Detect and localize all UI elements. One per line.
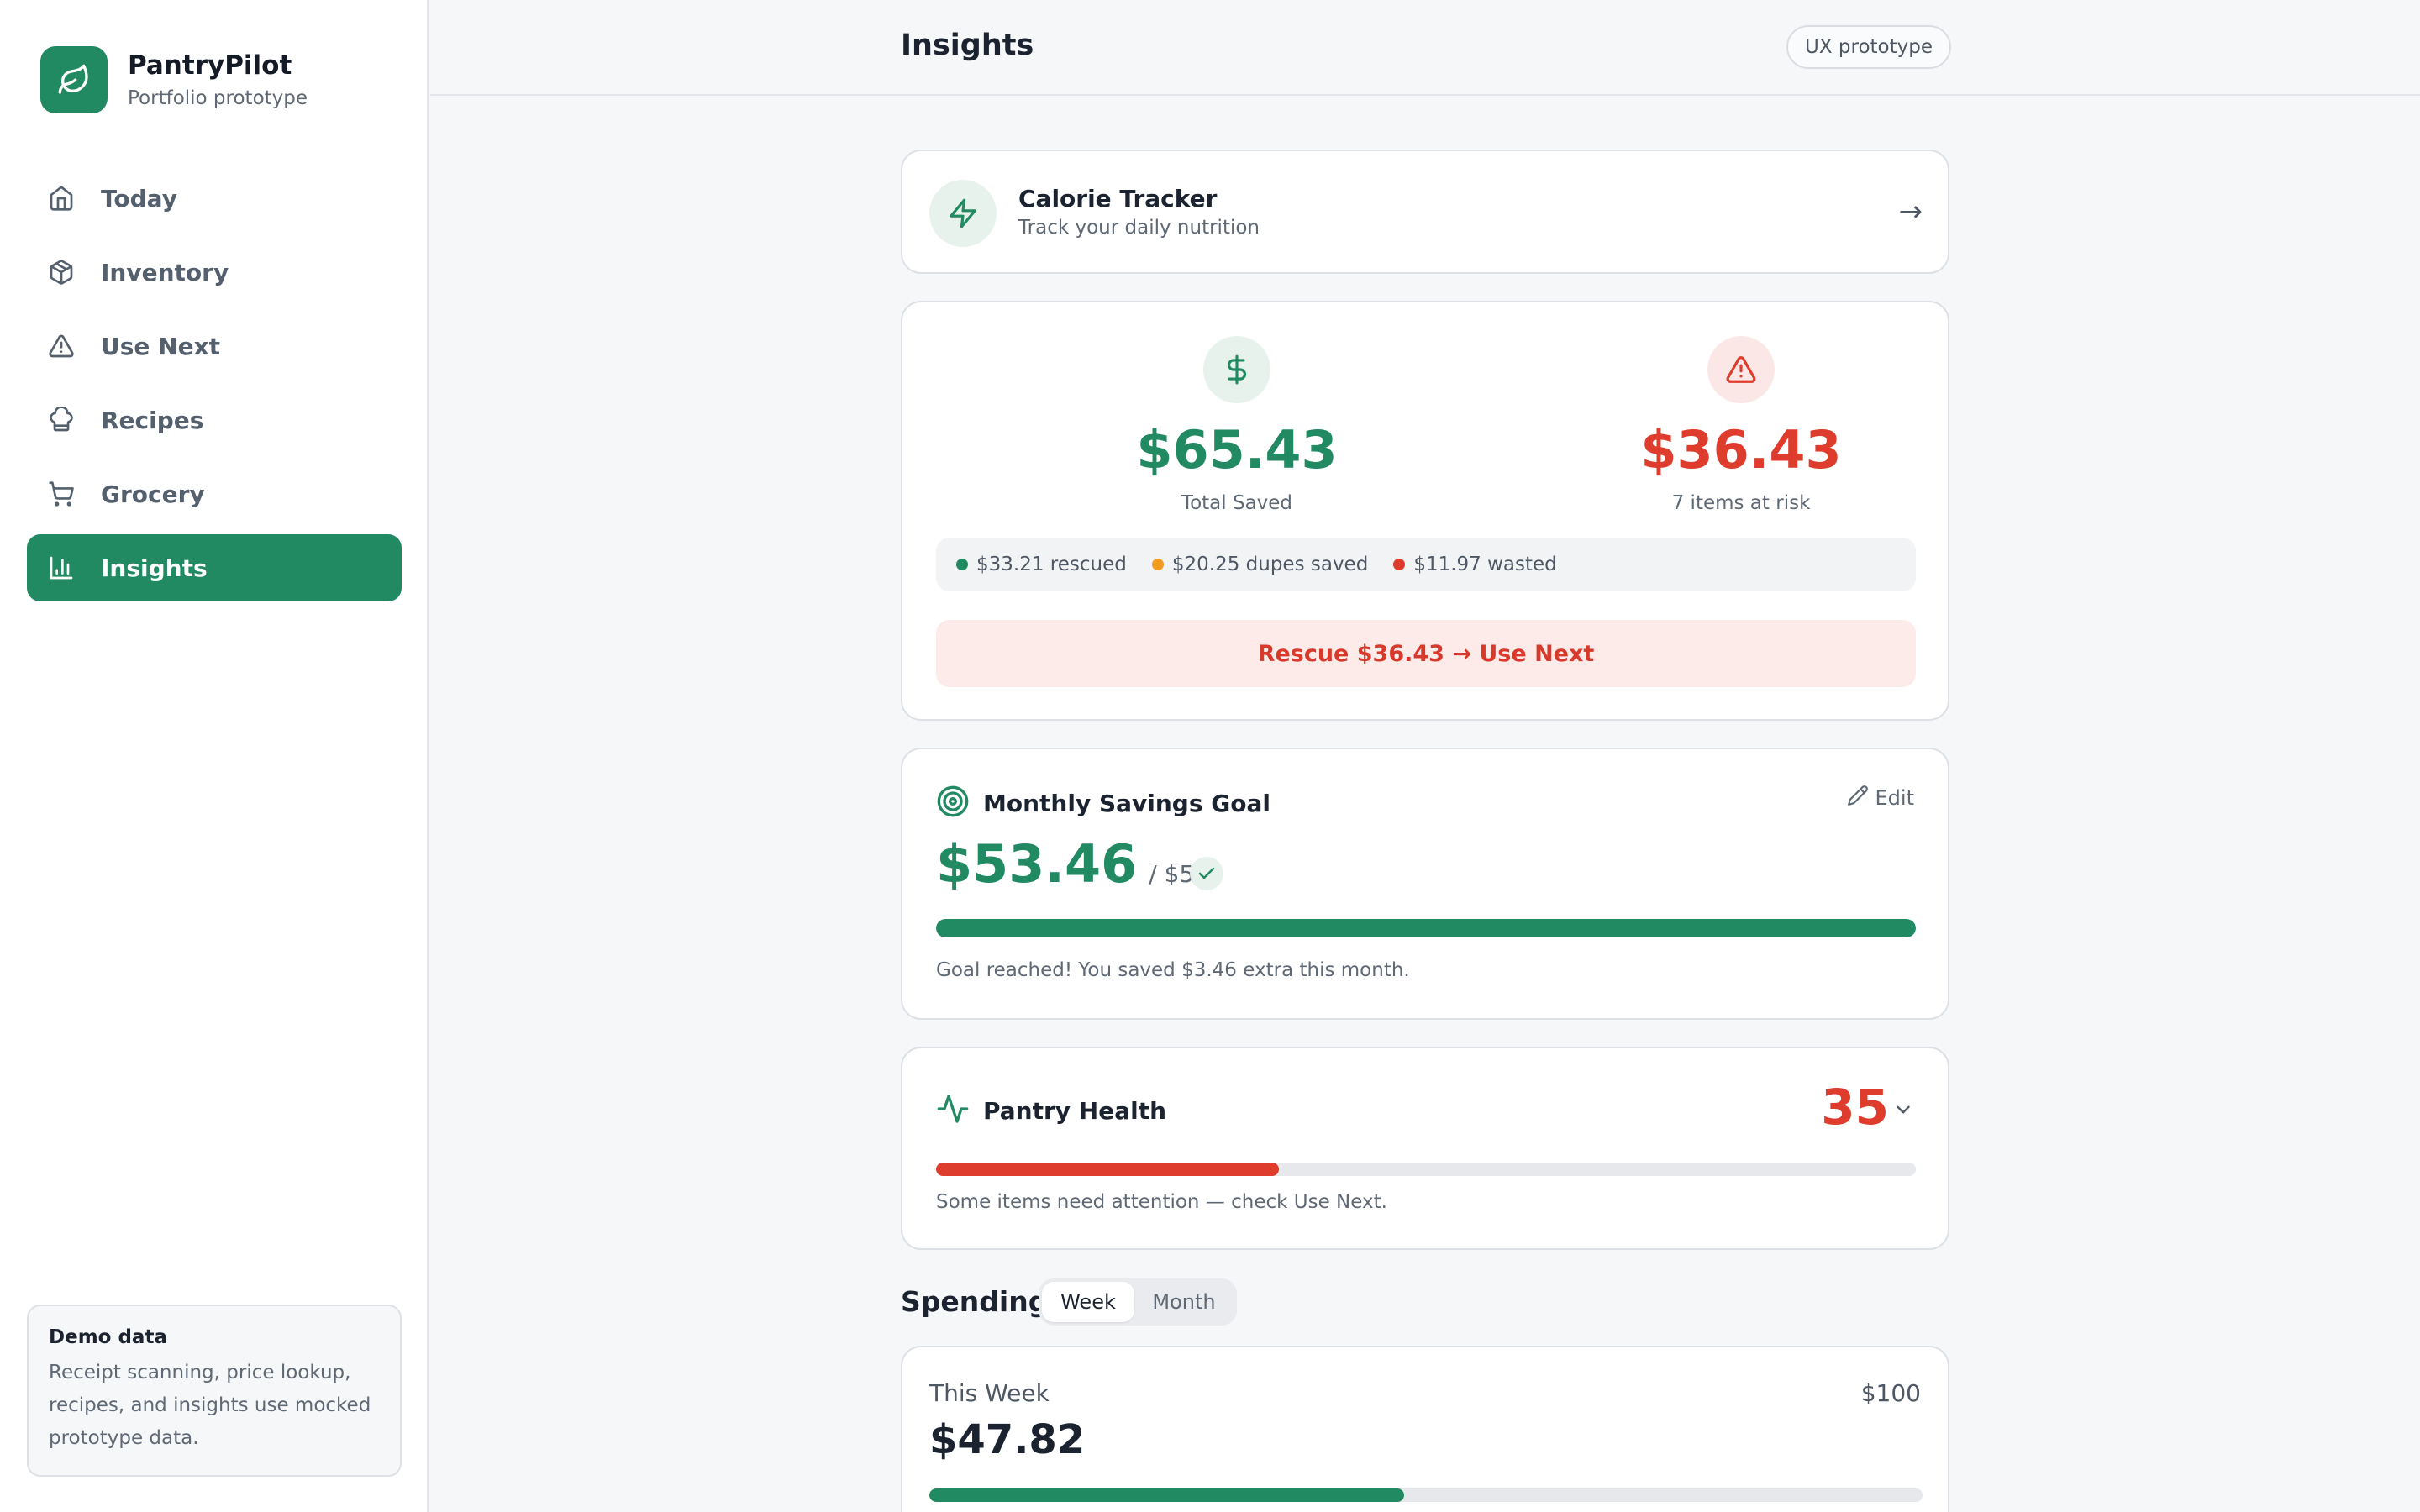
- health-message: Some items need attention — check Use Ne…: [936, 1191, 1387, 1213]
- legend-text: $11.97 wasted: [1413, 554, 1557, 575]
- status-dot: [1151, 559, 1164, 570]
- goal-value: $53.46: [936, 833, 1138, 895]
- monthly-savings-goal-card: Monthly Savings Goal Edit $53.46 / $50 G…: [901, 748, 1949, 1020]
- status-dot: [956, 559, 968, 570]
- activity-icon: [936, 1092, 970, 1129]
- rescue-use-next-button[interactable]: Rescue $36.43 → Use Next: [936, 620, 1916, 687]
- dupes-saved-legend-item: $20.25 dupes saved: [1151, 554, 1369, 575]
- home-icon: [47, 184, 76, 213]
- goal-header: Monthly Savings Goal: [936, 785, 1270, 822]
- warning-icon: [47, 332, 76, 360]
- edit-label: Edit: [1875, 786, 1914, 810]
- edit-goal-button[interactable]: Edit: [1847, 785, 1914, 811]
- legend-text: $33.21 rescued: [976, 554, 1127, 575]
- goal-progress-bar: [936, 919, 1916, 937]
- pencil-icon: [1847, 785, 1869, 811]
- savings-summary-card: $65.43 Total Saved $36.43 7 items at ris…: [901, 301, 1949, 721]
- spending-progress-bar: [929, 1488, 1923, 1502]
- box-icon: [47, 258, 76, 286]
- health-score: 35: [1821, 1079, 1889, 1136]
- demo-data-body: Receipt scanning, price lookup, recipes,…: [49, 1362, 371, 1449]
- total-saved-label: Total Saved: [1181, 492, 1293, 515]
- rescued-legend-item: $33.21 rescued: [956, 554, 1127, 575]
- chef-hat-icon: [47, 406, 76, 434]
- goal-amount: $53.46 / $50: [936, 833, 1209, 895]
- health-title: Pantry Health: [983, 1096, 1167, 1125]
- demo-data-title: Demo data: [49, 1326, 167, 1348]
- target-icon: [936, 785, 970, 822]
- calorie-tracker-card[interactable]: Calorie Tracker Track your daily nutriti…: [901, 150, 1949, 274]
- sidebar: PantryPilot Portfolio prototype Today In…: [0, 0, 429, 1512]
- chevron-down-icon[interactable]: [1892, 1099, 1914, 1124]
- demo-data-note: Demo data Receipt scanning, price lookup…: [27, 1305, 402, 1477]
- brand: PantryPilot Portfolio prototype: [40, 46, 308, 113]
- dollar-icon: [1203, 336, 1270, 403]
- tab-week[interactable]: Week: [1042, 1282, 1134, 1322]
- sidebar-item-insights[interactable]: Insights: [27, 534, 402, 601]
- at-risk-stat: $36.43 7 items at risk: [1531, 336, 1951, 514]
- goal-message: Goal reached! You saved $3.46 extra this…: [936, 959, 1410, 981]
- health-progress-bar: [936, 1163, 1916, 1176]
- page-header: Insights UX prototype: [430, 0, 2420, 96]
- arrow-right-icon: →: [1898, 195, 1923, 228]
- at-risk-value: $36.43: [1640, 419, 1842, 480]
- pantry-health-card[interactable]: Pantry Health 35 Some items need attenti…: [901, 1047, 1949, 1250]
- cart-icon: [47, 480, 76, 508]
- period-label: This Week: [929, 1379, 1050, 1407]
- spending-progress-fill: [929, 1488, 1405, 1502]
- total-saved-value: $65.43: [1136, 419, 1338, 480]
- calorie-tracker-title: Calorie Tracker: [1018, 185, 1218, 213]
- brand-subtitle: Portfolio prototype: [128, 87, 308, 109]
- sidebar-item-inventory[interactable]: Inventory: [27, 239, 402, 306]
- spending-value: $47.82: [929, 1416, 1086, 1463]
- sidebar-item-use-next[interactable]: Use Next: [27, 312, 402, 380]
- wasted-legend-item: $11.97 wasted: [1393, 554, 1557, 575]
- status-dot: [1393, 559, 1406, 570]
- sidebar-item-recipes[interactable]: Recipes: [27, 386, 402, 454]
- tab-month[interactable]: Month: [1152, 1290, 1216, 1314]
- spending-card: This Week $100 $47.82: [901, 1346, 1949, 1512]
- sidebar-item-today[interactable]: Today: [27, 165, 402, 232]
- sidebar-nav: Today Inventory Use Next Recipes Grocery: [27, 165, 402, 608]
- sidebar-item-label: Use Next: [101, 332, 221, 360]
- brand-name: PantryPilot: [128, 50, 292, 81]
- spending-title: Spending: [901, 1285, 1049, 1318]
- sidebar-item-label: Insights: [101, 554, 208, 582]
- legend-text: $20.25 dupes saved: [1171, 554, 1369, 575]
- sidebar-item-label: Inventory: [101, 258, 229, 286]
- sidebar-item-label: Today: [101, 184, 177, 213]
- sidebar-item-label: Grocery: [101, 480, 205, 508]
- calorie-tracker-subtitle: Track your daily nutrition: [1018, 217, 1260, 239]
- bar-chart-icon: [47, 554, 76, 582]
- spending-period-toggle: Week Month: [1039, 1278, 1237, 1326]
- budget-max: $100: [1860, 1379, 1921, 1407]
- sidebar-item-label: Recipes: [101, 406, 204, 434]
- goal-progress-fill: [936, 919, 1916, 937]
- warning-icon: [1707, 336, 1775, 403]
- goal-title: Monthly Savings Goal: [983, 789, 1270, 817]
- health-progress-fill: [936, 1163, 1280, 1176]
- sidebar-item-grocery[interactable]: Grocery: [27, 460, 402, 528]
- total-saved-stat: $65.43 Total Saved: [1027, 336, 1447, 514]
- page-title: Insights: [901, 29, 1034, 62]
- check-icon: [1190, 857, 1223, 890]
- ux-prototype-badge: UX prototype: [1786, 25, 1951, 69]
- savings-breakdown: $33.21 rescued $20.25 dupes saved $11.97…: [936, 538, 1916, 591]
- health-header: Pantry Health: [936, 1092, 1166, 1129]
- lightning-icon: [929, 180, 997, 247]
- leaf-logo-icon: [40, 46, 108, 113]
- at-risk-label: 7 items at risk: [1671, 492, 1811, 515]
